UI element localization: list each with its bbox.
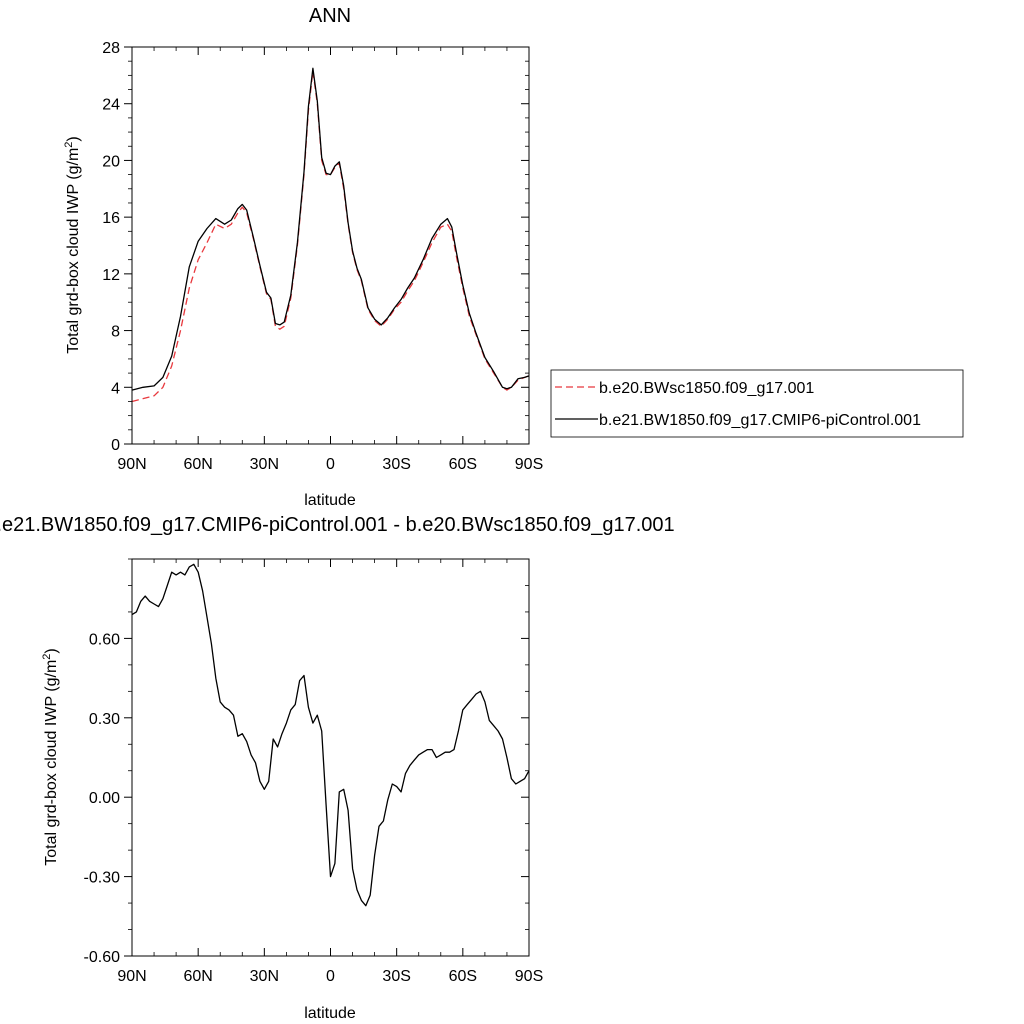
legend-label-bwsc1850: b.e20.BWsc1850.f09_g17.001 [599, 380, 814, 397]
y-tick-label: 16 [102, 210, 120, 227]
difference-panel: b.e21.BW1850.f09_g17.CMIP6-piControl.001… [0, 514, 675, 1022]
annual-mean-panel: ANN 90N 60N 30N 0 30S 60S 90S 0 4 8 12 16 20 24 28 la… [63, 5, 543, 509]
plot-frame [131, 46, 530, 445]
axis-ticks [124, 558, 530, 957]
y-tick-label: 0.00 [89, 790, 120, 807]
y-tick-label: 0 [111, 437, 120, 454]
legend-box [550, 369, 964, 438]
y-tick-label: 28 [102, 40, 120, 57]
y-tick-label: 24 [102, 97, 120, 114]
axis-ticks [124, 46, 530, 445]
y-axis-label: Total grd-box cloud IWP (g/m2) [63, 136, 82, 353]
series-line-0 [131, 563, 530, 907]
y-tick-label: -0.60 [84, 949, 121, 966]
x-tick-label: 60N [183, 456, 212, 473]
series-lines [131, 563, 530, 907]
y-axis-label: Total grd-box cloud IWP (g/m2) [41, 648, 60, 865]
y-tick-label: 0.30 [89, 711, 120, 728]
y-tick-label: 20 [102, 153, 120, 170]
y-tick-label: 0.60 [89, 631, 120, 648]
y-tick-label: 4 [111, 380, 120, 397]
x-tick-label: 60S [449, 968, 477, 985]
x-tick-label: 0 [326, 456, 335, 473]
y-tick-labels: 0 4 8 12 16 20 24 28 [102, 40, 120, 454]
series-lines [131, 67, 530, 403]
x-tick-label: 90S [515, 456, 543, 473]
legend: b.e20.BWsc1850.f09_g17.001 b.e21.BW1850.… [550, 369, 964, 438]
x-tick-label: 90N [117, 456, 146, 473]
y-tick-label: 8 [111, 324, 120, 341]
y-tick-label: -0.30 [84, 870, 121, 887]
y-tick-label: 12 [102, 267, 120, 284]
legend-label-bw1850: b.e21.BW1850.f09_g17.CMIP6-piControl.001 [599, 412, 921, 429]
series-line-0 [131, 70, 530, 403]
x-tick-label: 0 [326, 968, 335, 985]
x-tick-label: 30N [250, 968, 279, 985]
x-tick-label: 90N [117, 968, 146, 985]
x-tick-labels: 90N 60N 30N 0 30S 60S 90S [117, 456, 543, 473]
series-line-1 [131, 67, 530, 391]
x-tick-label: 60S [449, 456, 477, 473]
chart-title: ANN [309, 5, 351, 27]
difference-chart-title: b.e21.BW1850.f09_g17.CMIP6-piControl.001… [0, 514, 675, 536]
x-tick-label: 90S [515, 968, 543, 985]
x-tick-label: 30S [382, 968, 410, 985]
plot-frame [131, 558, 530, 957]
x-axis-label: latitude [304, 492, 356, 509]
x-tick-labels: 90N 60N 30N 0 30S 60S 90S [117, 968, 543, 985]
x-tick-label: 30N [250, 456, 279, 473]
x-tick-label: 60N [183, 968, 212, 985]
x-tick-label: 30S [382, 456, 410, 473]
y-tick-labels: -0.60 -0.30 0.00 0.30 0.60 [84, 631, 121, 966]
x-axis-label: latitude [304, 1005, 356, 1022]
